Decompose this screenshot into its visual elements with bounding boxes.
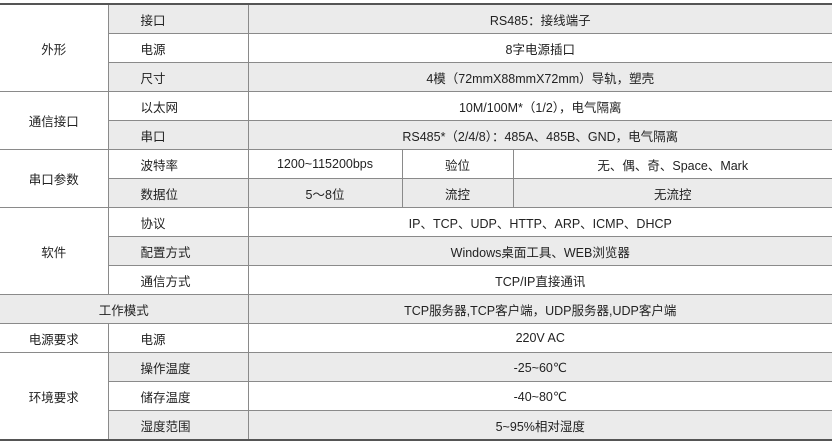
value-cell: IP、TCP、UDP、HTTP、ARP、ICMP、DHCP (248, 207, 832, 237)
label-cell: 通信方式 (108, 265, 249, 295)
table-row: 软件 协议 IP、TCP、UDP、HTTP、ARP、ICMP、DHCP (0, 207, 832, 295)
label-cell: 操作温度 (108, 352, 249, 382)
category-cell: 环境要求 (0, 352, 109, 441)
table-row: 数据位 5～8位 流控 无流控 (0, 178, 832, 208)
value-cell: 5~95%相对湿度 (248, 410, 832, 441)
value-cell: RS485：接线端子 (248, 3, 832, 34)
table-row: 电源 8字电源插口 (0, 33, 832, 63)
label-cell: 数据位 (108, 178, 249, 208)
table-row: 尺寸 4模（72mmX88mmX72mm）导轨，塑壳 (0, 62, 832, 92)
label-cell: 电源 (108, 33, 249, 63)
value-cell: 4模（72mmX88mmX72mm）导轨，塑壳 (248, 62, 832, 92)
value-cell: -40~80℃ (248, 381, 832, 411)
value-cell: Windows桌面工具、WEB浏览器 (248, 236, 832, 266)
spec-table: 外形 接口 RS485：接线端子 电源 8字电源插口 尺寸 4模（72mmX88… (0, 3, 832, 441)
label-cell: 电源 (108, 323, 249, 353)
table-row: 环境要求 操作温度 -25~60℃ (0, 352, 832, 441)
table-row: 储存温度 -40~80℃ (0, 381, 832, 411)
label-cell: 尺寸 (108, 62, 249, 92)
table-row: 通信接口 以太网 10M/100M*（1/2），电气隔离 (0, 91, 832, 150)
label-cell: 接口 (108, 3, 249, 34)
label-cell: 协议 (108, 207, 249, 237)
table-row: 串口参数 波特率 1200~115200bps 验位 无、偶、奇、Space、M… (0, 149, 832, 208)
label-cell: 波特率 (108, 149, 249, 179)
table-row: 串口 RS485*（2/4/8）：485A、485B、GND，电气隔离 (0, 120, 832, 150)
category-cell: 外形 (0, 3, 109, 92)
value-cell: RS485*（2/4/8）：485A、485B、GND，电气隔离 (248, 120, 832, 150)
value-cell: TCP/IP直接通讯 (248, 265, 832, 295)
table-row: 电源要求 电源 220V AC (0, 323, 832, 353)
value-cell: 220V AC (248, 323, 832, 353)
table-row: 配置方式 Windows桌面工具、WEB浏览器 (0, 236, 832, 266)
label-cell: 湿度范围 (108, 410, 249, 441)
category-cell: 软件 (0, 207, 109, 295)
category-cell: 串口参数 (0, 149, 109, 208)
table-row: 工作模式 TCP服务器,TCP客户端，UDP服务器,UDP客户端 (0, 294, 832, 324)
label-cell: 配置方式 (108, 236, 249, 266)
label-cell: 验位 (402, 149, 514, 179)
value-cell: -25~60℃ (248, 352, 832, 382)
label-cell: 流控 (402, 178, 514, 208)
category-cell: 通信接口 (0, 91, 109, 150)
value-cell: 无流控 (513, 178, 832, 208)
value-cell: 8字电源插口 (248, 33, 832, 63)
table-row: 通信方式 TCP/IP直接通讯 (0, 265, 832, 295)
value-cell: 10M/100M*（1/2），电气隔离 (248, 91, 832, 121)
table-row: 湿度范围 5~95%相对湿度 (0, 410, 832, 441)
label-cell: 工作模式 (0, 294, 249, 324)
value-cell: 5～8位 (248, 178, 403, 208)
value-cell: TCP服务器,TCP客户端，UDP服务器,UDP客户端 (248, 294, 832, 324)
label-cell: 串口 (108, 120, 249, 150)
table-row: 外形 接口 RS485：接线端子 (0, 3, 832, 92)
category-cell: 电源要求 (0, 323, 109, 353)
value-cell: 1200~115200bps (248, 149, 403, 179)
value-cell: 无、偶、奇、Space、Mark (513, 149, 832, 179)
label-cell: 以太网 (108, 91, 249, 121)
label-cell: 储存温度 (108, 381, 249, 411)
